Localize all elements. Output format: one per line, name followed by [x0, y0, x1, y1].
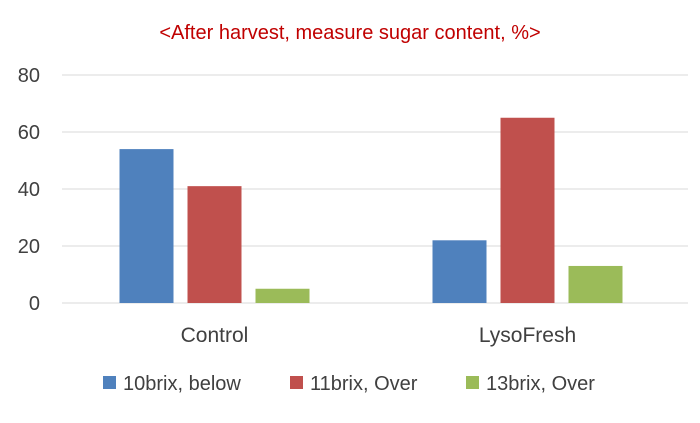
- legend-swatch: [103, 376, 116, 389]
- y-tick-label: 60: [18, 122, 40, 144]
- legend-item-1: 10brix, below: [103, 373, 241, 395]
- legend: 10brix, below 11brix, Over 13brix, Over: [103, 373, 595, 395]
- x-axis-categories: Control LysoFresh: [181, 324, 576, 347]
- legend-swatch: [290, 376, 303, 389]
- legend-label: 11brix, Over: [310, 373, 418, 395]
- bar-control-series-2: [187, 186, 242, 303]
- bar-lysofresh-series-3: [568, 265, 623, 303]
- bar-lysofresh-series-2: [500, 117, 555, 303]
- y-tick-label: 0: [29, 293, 40, 315]
- legend-swatch: [466, 376, 479, 389]
- x-category-label: Control: [181, 324, 249, 347]
- legend-item-3: 13brix, Over: [466, 373, 595, 395]
- y-tick-label: 20: [18, 236, 40, 258]
- legend-item-2: 11brix, Over: [290, 373, 418, 395]
- bars: [119, 117, 623, 303]
- legend-label: 13brix, Over: [486, 373, 595, 395]
- bar-control-series-1: [119, 149, 174, 303]
- y-tick-label: 80: [18, 65, 40, 87]
- bar-control-series-3: [255, 288, 310, 303]
- x-category-label: LysoFresh: [479, 324, 576, 347]
- y-tick-label: 40: [18, 179, 40, 201]
- bar-lysofresh-series-1: [432, 240, 487, 303]
- legend-label: 10brix, below: [123, 373, 241, 395]
- chart-title: <After harvest, measure sugar content, %…: [159, 22, 540, 44]
- y-axis-ticks: 0 20 40 60 80: [18, 65, 40, 315]
